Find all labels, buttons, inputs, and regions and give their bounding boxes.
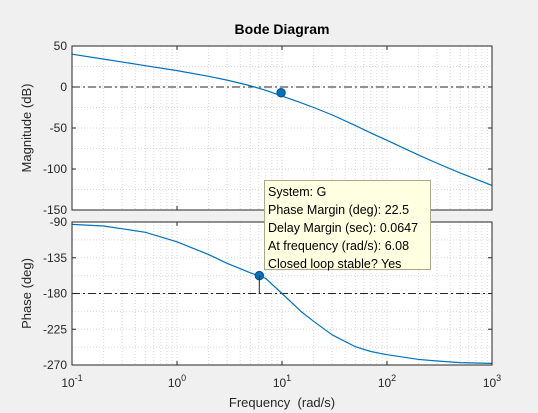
xtick-label: 102 xyxy=(378,373,396,390)
xtick-label: 10-1 xyxy=(61,373,82,390)
phase-series xyxy=(71,223,493,365)
chart-title: Bode Diagram xyxy=(235,21,330,37)
xtick-label: 103 xyxy=(483,373,501,390)
mag-ytick-label: -50 xyxy=(50,121,68,135)
phase-ylabel: Phase (deg) xyxy=(19,258,34,329)
ph-ytick-label: -270 xyxy=(43,358,67,372)
magnitude-series xyxy=(71,53,493,186)
phase-ticks: -90 -135 -180 -225 -270 xyxy=(43,215,493,372)
magnitude-ylabel: Magnitude (dB) xyxy=(19,84,34,173)
datatip-phase-margin: Phase Margin (deg): 22.5 xyxy=(268,203,410,217)
ph-ytick-label: -135 xyxy=(43,251,67,265)
mag-ytick-label: 0 xyxy=(60,80,67,94)
mag-ytick-label: -150 xyxy=(43,203,67,217)
ph-ytick-label: -90 xyxy=(50,215,68,229)
ph-ytick-label: -180 xyxy=(43,287,67,301)
xtick-label: 100 xyxy=(168,373,186,390)
magnitude-ticks: 50 0 -50 -100 -150 xyxy=(43,39,493,217)
frequency-tick-labels: 10-1 100 101 102 103 xyxy=(61,373,501,390)
datatip-stability: Closed loop stable? Yes xyxy=(268,257,402,271)
ph-ytick-label: -225 xyxy=(43,322,67,336)
mag-response-line xyxy=(71,53,493,186)
mag-ytick-label: 50 xyxy=(54,39,68,53)
mag-ytick-label: -100 xyxy=(43,162,67,176)
datatip-frequency: At frequency (rad/s): 6.08 xyxy=(268,239,410,253)
phase-margin-datatip[interactable]: System: G Phase Margin (deg): 22.5 Delay… xyxy=(264,180,431,271)
xtick-label: 101 xyxy=(273,373,291,390)
datatip-delay-margin: Delay Margin (sec): 0.0647 xyxy=(268,221,419,235)
ph-response-line xyxy=(71,223,493,365)
mag-margin-marker xyxy=(276,88,286,98)
datatip-system: System: G xyxy=(268,185,327,199)
frequency-xlabel: Frequency (rad/s) xyxy=(229,395,335,410)
